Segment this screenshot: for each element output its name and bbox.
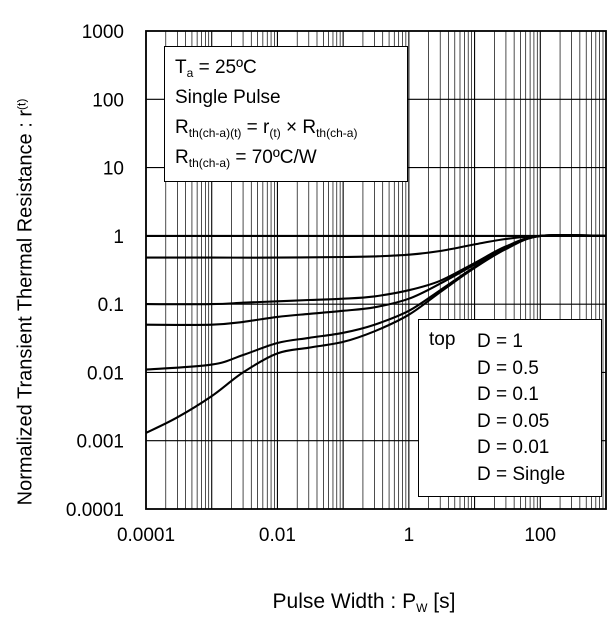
condition-formula: Rth(ch-a)(t) = r(t) × Rth(ch-a): [175, 117, 358, 140]
legend-item: D = 0.05: [477, 410, 550, 432]
y-tick-label: 1: [113, 227, 124, 248]
legend: top D = 1 D = 0.5 D = 0.1 D = 0.05 D = 0…: [418, 319, 602, 497]
y-axis-label-main: Normalized Transient Thermal Resistance …: [14, 109, 37, 506]
legend-item: D = 0.01: [477, 437, 550, 458]
x-axis-label-main: Pulse Width : P: [272, 590, 417, 613]
x-tick-label: 0.01: [259, 525, 296, 546]
y-tick-label: 0.001: [76, 432, 124, 453]
legend-item: D = 0.5: [477, 357, 539, 379]
legend-item: D = 1: [477, 331, 523, 352]
x-tick-label: 100: [524, 525, 556, 546]
x-axis-label-sub: W: [416, 601, 428, 615]
x-tick-labels: 0.0001 0.01 1 100: [117, 525, 556, 546]
legend-item: D = 0.1: [477, 384, 539, 405]
legend-item: D = Single: [477, 463, 566, 485]
series-curve: [145, 233, 607, 434]
condition-ambient-temp: Ta = 25ºC: [175, 57, 257, 80]
plot-frame: [145, 30, 607, 510]
x-axis-label-unit: [s]: [427, 590, 456, 613]
legend-prefix: top: [429, 329, 456, 350]
condition-rth: Rth(ch-a) = 70ºC/W: [175, 147, 317, 170]
x-tick-label: 1: [404, 525, 415, 546]
y-tick-label: 0.01: [87, 363, 124, 384]
condition-single-pulse: Single Pulse: [175, 87, 281, 108]
series-curve: [146, 234, 607, 259]
y-tick-labels: 1000 100 10 1 0.1 0.01 0.001 0.0001: [66, 22, 124, 521]
series-curve: [145, 234, 607, 326]
y-tick-label: 100: [92, 90, 124, 111]
data-curves: [145, 233, 607, 434]
x-tick-label: 0.0001: [117, 525, 175, 546]
legend-items: D = 1 D = 0.5 D = 0.1 D = 0.05 D = 0.01 …: [477, 329, 565, 488]
y-tick-label: 10: [103, 159, 124, 180]
y-tick-label: 0.1: [98, 295, 124, 316]
conditions-box: Ta = 25ºC Single Pulse Rth(ch-a)(t) = r(…: [164, 46, 408, 182]
y-tick-label: 1000: [82, 22, 124, 43]
y-axis-label-sub: (t): [14, 98, 29, 110]
y-tick-label: 0.0001: [66, 500, 124, 521]
x-axis-label: Pulse Width : PW [s]: [0, 590, 608, 614]
